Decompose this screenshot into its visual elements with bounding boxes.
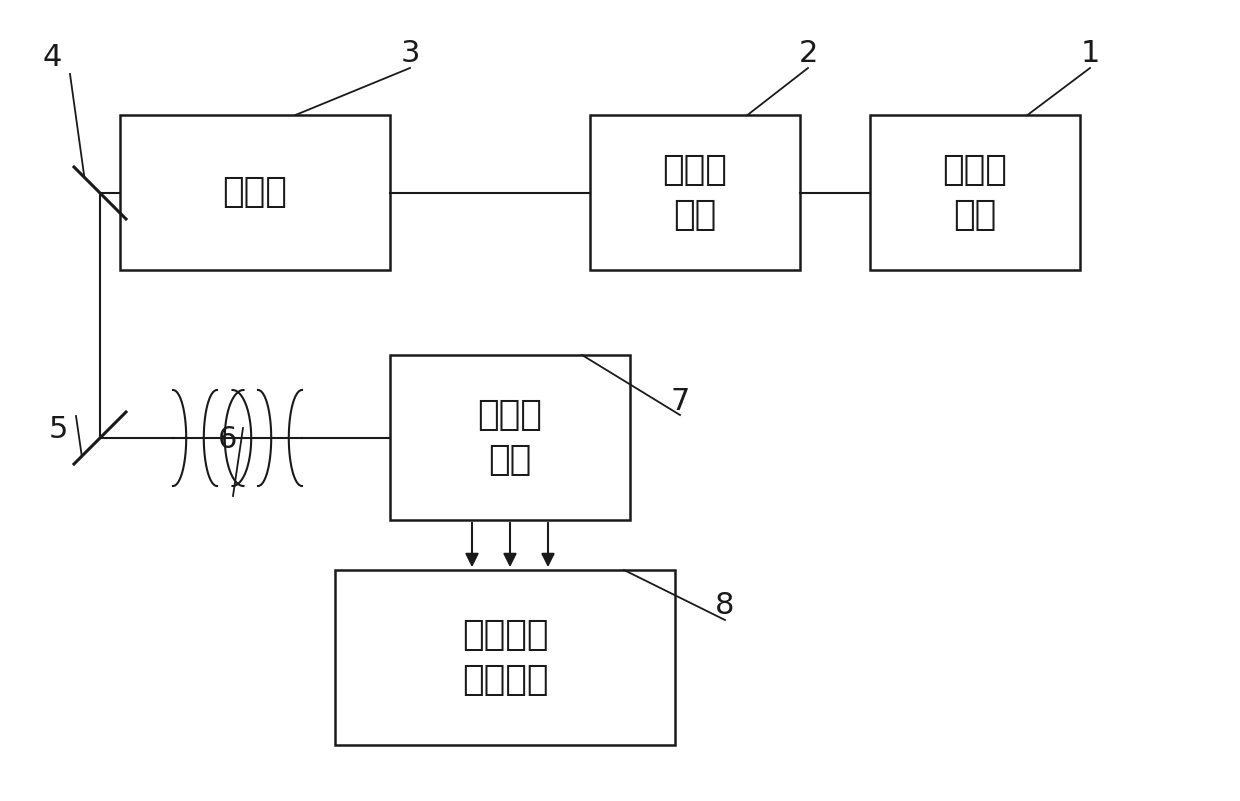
Text: 目标火
焰器: 目标火 焰器 <box>477 398 542 477</box>
Text: 二号激
光器: 二号激 光器 <box>662 153 728 232</box>
Bar <box>120 115 391 270</box>
Text: 3: 3 <box>401 39 420 69</box>
Text: 4: 4 <box>42 43 62 73</box>
Text: 1: 1 <box>1080 39 1100 69</box>
Text: 倍频器: 倍频器 <box>222 175 288 210</box>
Text: 7: 7 <box>671 387 689 416</box>
Text: 8: 8 <box>715 591 735 621</box>
Bar <box>590 115 800 270</box>
Bar <box>335 570 675 745</box>
Bar <box>391 355 630 520</box>
Text: 2: 2 <box>799 39 817 69</box>
Bar <box>870 115 1080 270</box>
Text: 荧光信号
探测装置: 荧光信号 探测装置 <box>461 618 548 697</box>
Text: 6: 6 <box>218 425 238 454</box>
Text: 一号激
光器: 一号激 光器 <box>942 153 1007 232</box>
Text: 5: 5 <box>48 416 68 445</box>
